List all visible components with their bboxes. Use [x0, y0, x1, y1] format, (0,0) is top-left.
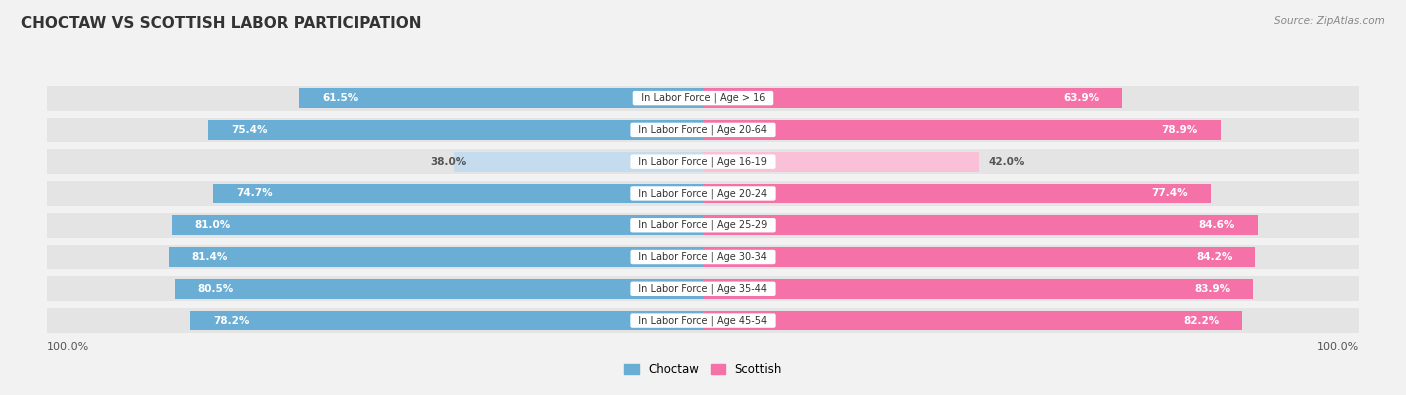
Bar [46, 308, 1360, 333]
Bar [703, 184, 1211, 203]
Text: CHOCTAW VS SCOTTISH LABOR PARTICIPATION: CHOCTAW VS SCOTTISH LABOR PARTICIPATION [21, 16, 422, 31]
Bar [703, 120, 1220, 140]
Bar [703, 152, 979, 171]
Text: 77.4%: 77.4% [1152, 188, 1188, 198]
Legend: Choctaw, Scottish: Choctaw, Scottish [620, 358, 786, 381]
Bar [46, 213, 1360, 238]
Text: 100.0%: 100.0% [1317, 342, 1360, 352]
Text: 81.4%: 81.4% [191, 252, 228, 262]
Bar [703, 215, 1258, 235]
Text: 75.4%: 75.4% [231, 125, 267, 135]
Text: 82.2%: 82.2% [1182, 316, 1219, 325]
Text: 78.2%: 78.2% [212, 316, 249, 325]
Text: In Labor Force | Age 30-34: In Labor Force | Age 30-34 [633, 252, 773, 262]
Bar [46, 149, 1360, 174]
Bar [172, 215, 703, 235]
Text: 80.5%: 80.5% [198, 284, 233, 294]
Bar [703, 247, 1256, 267]
Text: 100.0%: 100.0% [46, 342, 89, 352]
Bar [46, 276, 1360, 301]
Text: 63.9%: 63.9% [1063, 93, 1099, 103]
Bar [46, 181, 1360, 206]
Text: 84.6%: 84.6% [1199, 220, 1234, 230]
Bar [46, 245, 1360, 269]
Text: 78.9%: 78.9% [1161, 125, 1198, 135]
Text: Source: ZipAtlas.com: Source: ZipAtlas.com [1274, 16, 1385, 26]
Text: In Labor Force | Age 20-24: In Labor Force | Age 20-24 [633, 188, 773, 199]
Text: In Labor Force | Age 16-19: In Labor Force | Age 16-19 [633, 156, 773, 167]
Bar [703, 311, 1243, 331]
Text: 81.0%: 81.0% [194, 220, 231, 230]
Bar [169, 247, 703, 267]
Text: In Labor Force | Age 35-44: In Labor Force | Age 35-44 [633, 284, 773, 294]
Bar [46, 117, 1360, 142]
Bar [299, 88, 703, 108]
Text: 84.2%: 84.2% [1197, 252, 1233, 262]
Bar [46, 86, 1360, 111]
Bar [703, 279, 1254, 299]
Text: In Labor Force | Age > 16: In Labor Force | Age > 16 [634, 93, 772, 103]
Text: 38.0%: 38.0% [430, 157, 467, 167]
Text: 42.0%: 42.0% [988, 157, 1025, 167]
Bar [174, 279, 703, 299]
Bar [454, 152, 703, 171]
Text: In Labor Force | Age 45-54: In Labor Force | Age 45-54 [633, 315, 773, 326]
Bar [208, 120, 703, 140]
Text: 74.7%: 74.7% [236, 188, 273, 198]
Text: In Labor Force | Age 25-29: In Labor Force | Age 25-29 [633, 220, 773, 231]
Text: In Labor Force | Age 20-64: In Labor Force | Age 20-64 [633, 125, 773, 135]
Text: 83.9%: 83.9% [1195, 284, 1230, 294]
Bar [212, 184, 703, 203]
Bar [703, 88, 1122, 108]
Bar [190, 311, 703, 331]
Text: 61.5%: 61.5% [322, 93, 359, 103]
